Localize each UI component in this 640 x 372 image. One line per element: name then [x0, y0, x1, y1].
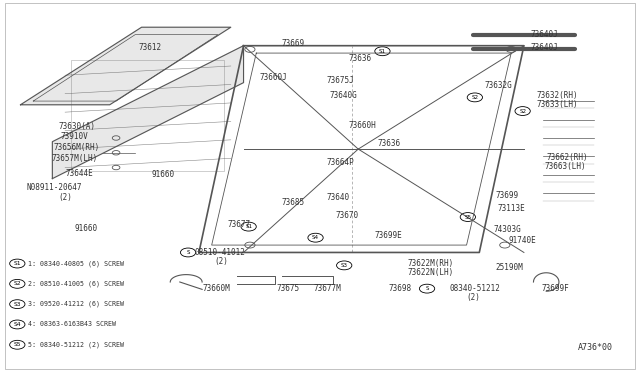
Text: 73698: 73698	[388, 284, 412, 293]
Text: 73113E: 73113E	[498, 203, 525, 213]
Text: 73632G: 73632G	[484, 81, 512, 90]
Text: 73660H: 73660H	[349, 121, 376, 129]
Text: 73656M(RH): 73656M(RH)	[54, 143, 100, 152]
Text: 73622M(RH): 73622M(RH)	[408, 259, 454, 268]
Text: 73640: 73640	[326, 193, 349, 202]
Text: 73685: 73685	[282, 198, 305, 207]
Text: 73612: 73612	[138, 43, 161, 52]
Text: 73910V: 73910V	[60, 132, 88, 141]
Text: S1: S1	[13, 261, 21, 266]
Text: 73677M: 73677M	[314, 284, 341, 293]
Text: 73657M(LH): 73657M(LH)	[52, 154, 98, 163]
Text: 1: 08340-40805 (6) SCREW: 1: 08340-40805 (6) SCREW	[28, 260, 124, 267]
Text: 73670: 73670	[336, 211, 359, 220]
Text: 2: 08510-41005 (6) SCREW: 2: 08510-41005 (6) SCREW	[28, 280, 124, 287]
Text: 3: 09520-41212 (6) SCREW: 3: 09520-41212 (6) SCREW	[28, 301, 124, 307]
Text: 73699E: 73699E	[374, 231, 402, 240]
Text: 73675: 73675	[276, 284, 300, 293]
Text: 73662(RH): 73662(RH)	[546, 153, 588, 162]
Text: S2: S2	[471, 95, 478, 100]
Text: 74303G: 74303G	[494, 225, 522, 234]
Text: 73663(LH): 73663(LH)	[544, 162, 586, 171]
Text: (2): (2)	[215, 257, 228, 266]
Text: S4: S4	[13, 322, 21, 327]
Polygon shape	[20, 27, 231, 105]
Text: S1: S1	[379, 49, 386, 54]
Text: S3: S3	[13, 302, 21, 307]
Text: A736*00: A736*00	[578, 343, 613, 352]
Text: S: S	[186, 250, 190, 255]
Text: 73660J: 73660J	[259, 73, 287, 81]
Text: 73636: 73636	[349, 54, 372, 63]
Text: 73699: 73699	[495, 192, 518, 201]
Text: S5: S5	[13, 342, 21, 347]
Text: (2): (2)	[59, 193, 72, 202]
Text: 73669: 73669	[282, 39, 305, 48]
Text: S3: S3	[340, 263, 348, 268]
Text: S4: S4	[312, 235, 319, 240]
Text: 73644E: 73644E	[65, 169, 93, 177]
Text: 73675J: 73675J	[326, 76, 354, 85]
Text: 08510-41012: 08510-41012	[195, 248, 245, 257]
Polygon shape	[52, 46, 244, 179]
Text: 91740E: 91740E	[509, 236, 536, 245]
Text: 73622N(LH): 73622N(LH)	[408, 268, 454, 277]
Text: 73640J: 73640J	[531, 43, 558, 52]
Text: (2): (2)	[467, 294, 481, 302]
Text: 08340-51212: 08340-51212	[449, 284, 500, 293]
Text: 73660M: 73660M	[202, 284, 230, 293]
Text: S2: S2	[13, 281, 21, 286]
Text: S5: S5	[465, 215, 471, 219]
Text: 73640J: 73640J	[531, 30, 558, 39]
Text: 73633(LH): 73633(LH)	[537, 100, 579, 109]
Text: 91660: 91660	[151, 170, 174, 179]
Text: 73636: 73636	[378, 139, 401, 148]
Text: 73632(RH): 73632(RH)	[537, 91, 579, 100]
Text: 5: 08340-51212 (2) SCREW: 5: 08340-51212 (2) SCREW	[28, 341, 124, 348]
Text: 25190M: 25190M	[495, 263, 523, 272]
Text: 73677: 73677	[228, 220, 251, 229]
Text: S2: S2	[519, 109, 526, 113]
Text: 4: 08363-6163B43 SCREW: 4: 08363-6163B43 SCREW	[28, 321, 116, 327]
Text: S: S	[426, 286, 429, 291]
Text: 73640G: 73640G	[330, 91, 357, 100]
Text: S1: S1	[245, 224, 252, 229]
Text: 91660: 91660	[75, 224, 98, 233]
Text: 73630(A): 73630(A)	[59, 122, 96, 131]
Text: N08911-20647: N08911-20647	[27, 183, 83, 192]
Text: 73664P: 73664P	[326, 157, 354, 167]
Text: 73699F: 73699F	[541, 284, 569, 293]
